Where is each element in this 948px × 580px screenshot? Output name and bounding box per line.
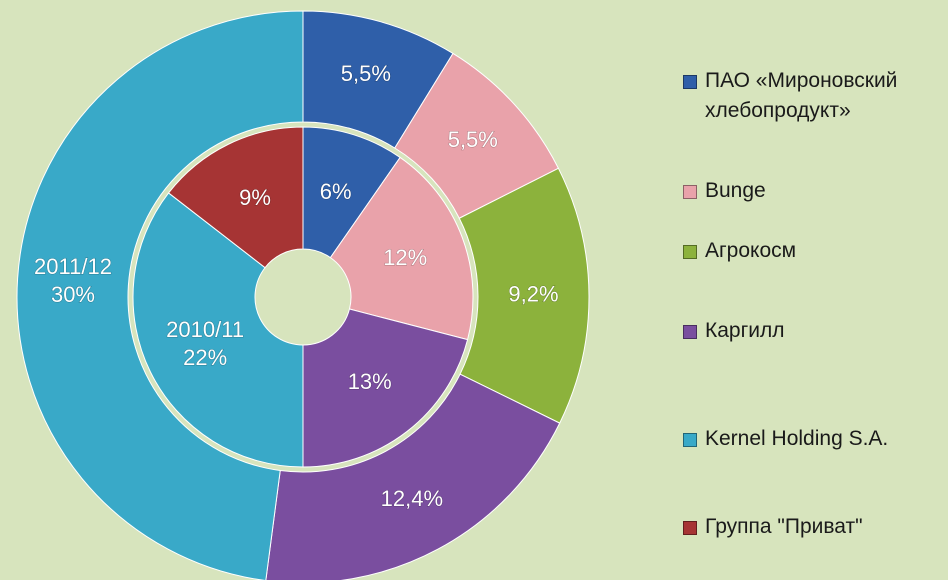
legend-swatch — [683, 245, 697, 259]
slice — [16, 10, 304, 580]
data-label: 13% — [348, 369, 392, 394]
data-label: 12,4% — [381, 486, 443, 511]
legend-label: Каргилл — [705, 319, 785, 342]
slice — [265, 373, 561, 580]
data-label: 22% — [183, 345, 227, 370]
legend-item: Каргилл — [683, 316, 943, 346]
series-label: 2010/11 — [166, 317, 244, 342]
legend-swatch — [683, 325, 697, 339]
legend-swatch — [683, 521, 697, 535]
data-label: 30% — [51, 282, 95, 307]
legend-label: ПАО «Мироновский хлебопродукт» — [705, 69, 898, 122]
data-label: 12% — [383, 245, 427, 270]
legend-item: ПАО «Мироновский хлебопродукт» — [683, 66, 943, 126]
series-label: 2011/12 — [34, 254, 112, 279]
legend-label: Группа "Приват" — [705, 515, 863, 538]
slice — [132, 192, 304, 468]
legend-label: Kernel Holding S.A. — [705, 427, 889, 450]
legend-swatch — [683, 75, 697, 89]
legend-item: Kernel Holding S.A. — [683, 424, 943, 454]
legend-label: Агрокосм — [705, 239, 797, 262]
legend-item: Агрокосм — [683, 236, 943, 266]
data-label: 5,5% — [341, 61, 391, 86]
data-label: 6% — [320, 179, 352, 204]
data-label: 5,5% — [448, 127, 498, 152]
slice — [167, 126, 304, 269]
slice — [329, 156, 474, 341]
data-label: 9% — [239, 185, 271, 210]
legend-swatch — [683, 185, 697, 199]
legend-label: Bunge — [705, 179, 766, 202]
legend-swatch — [683, 433, 697, 447]
legend-item: Группа "Приват" — [683, 512, 943, 542]
data-label: 9,2% — [508, 282, 558, 307]
legend-item: Bunge — [683, 176, 943, 206]
slice — [302, 308, 469, 468]
